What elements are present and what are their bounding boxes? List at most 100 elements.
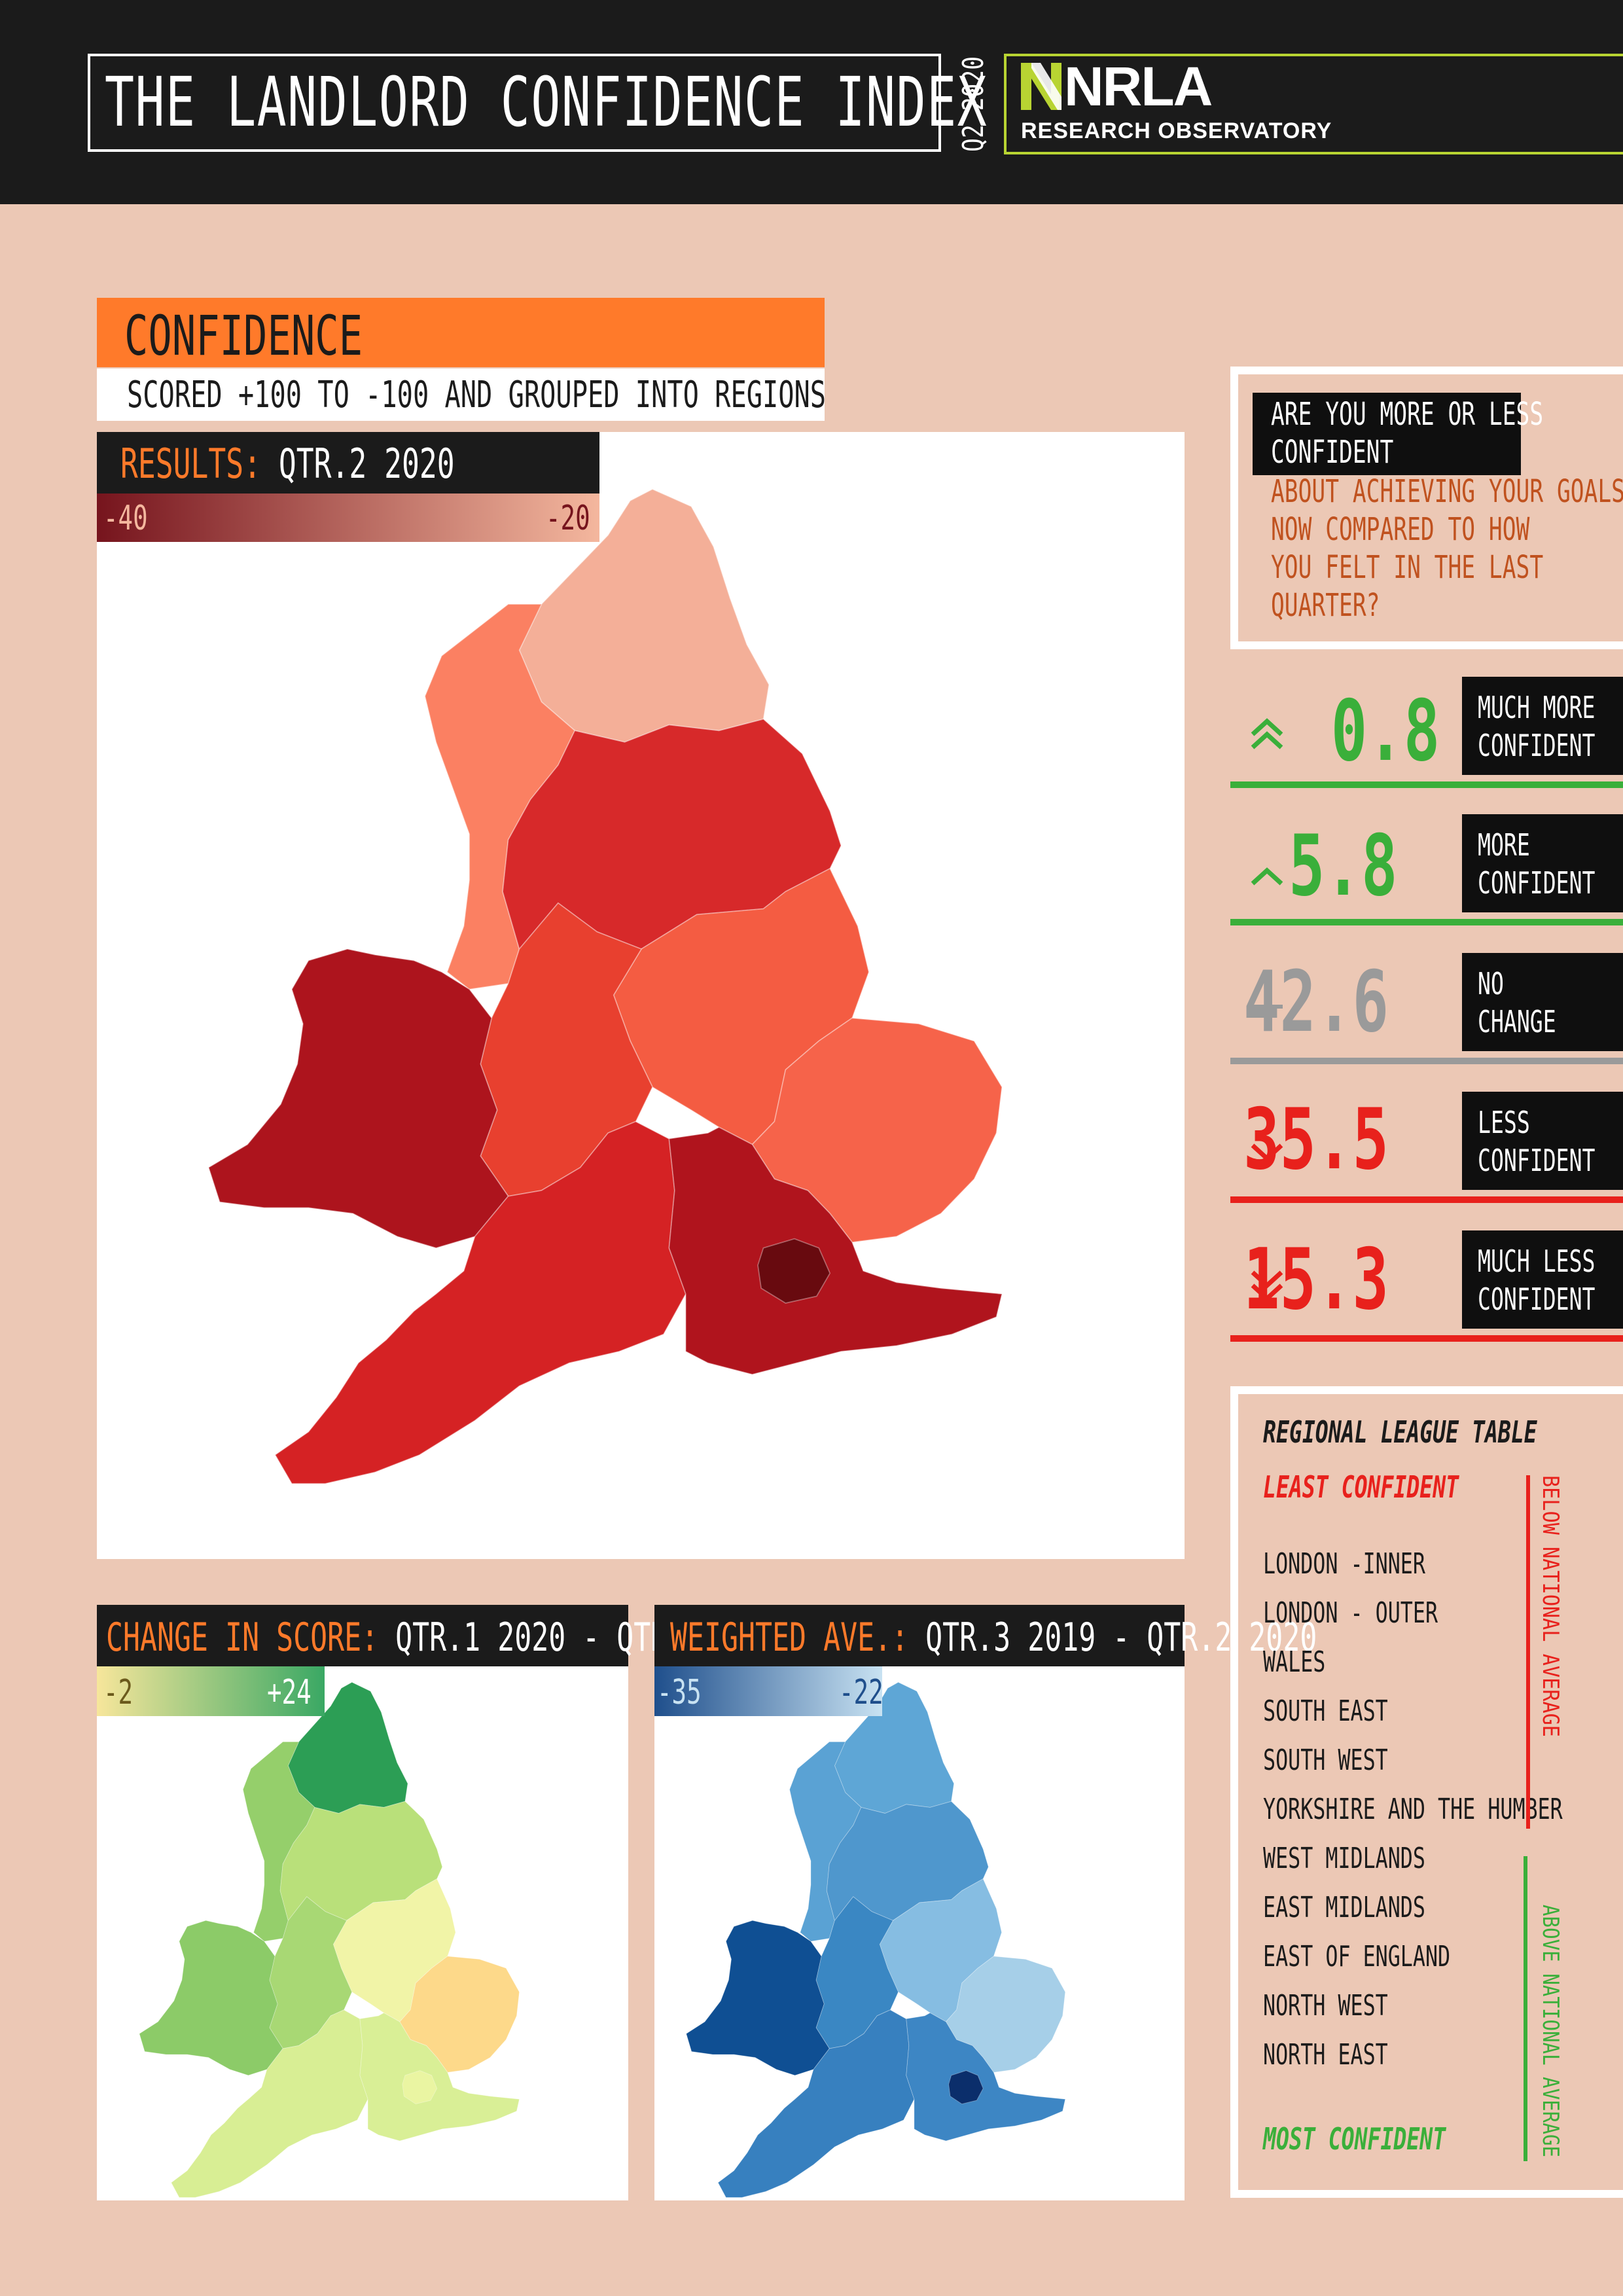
below-average-bracket: [1526, 1475, 1530, 1829]
title-frame: [88, 54, 941, 152]
league-region: LONDON -INNER: [1263, 1547, 1425, 1581]
change-map-panel: [97, 1605, 628, 2200]
change-legend-low: -2: [103, 1673, 134, 1712]
weighted-label: WEIGHTED AVE.: QTR.3 2019 - QTR.2 2020: [670, 1615, 1317, 1660]
stat-label-box: [1462, 953, 1623, 1051]
change-legend-gradient: [97, 1666, 325, 1716]
stat-value-much-less: 15.3: [1243, 1231, 1389, 1329]
confidence-banner: [97, 298, 825, 367]
quarter-label: Q2 2020: [957, 56, 990, 152]
region-london: [948, 2070, 984, 2105]
region-london: [402, 2070, 438, 2105]
results-label: RESULTS: QTR.2 2020: [120, 440, 455, 488]
stat-label-box: [1462, 1092, 1623, 1190]
stat-underline: [1230, 1196, 1623, 1203]
chevron-up-icon: [1251, 867, 1283, 886]
logo-name: NRLA: [1064, 56, 1213, 117]
stat-value-much-more: 0.8: [1330, 683, 1440, 780]
region-wales: [686, 1920, 830, 2076]
header-bar: [0, 0, 1623, 204]
stat-label: MUCH MORE: [1478, 690, 1596, 725]
stat-label: LESS: [1478, 1105, 1530, 1140]
logo-frame: [1004, 54, 1623, 154]
results-legend-gradient: [97, 493, 599, 542]
question-box: [1230, 367, 1623, 649]
most-confident-label: MOST CONFIDENT: [1263, 2121, 1446, 2157]
results-legend-high: -20: [546, 499, 590, 538]
region-east-of-england: [945, 1956, 1066, 2073]
weighted-label-bar: [654, 1605, 1185, 1666]
weighted-legend-gradient: [654, 1666, 882, 1716]
weighted-legend-high: -22: [839, 1673, 883, 1712]
league-region: WEST MIDLANDS: [1263, 1842, 1425, 1875]
weighted-map: [686, 1681, 1066, 2198]
confidence-subtitle-bar: [97, 368, 825, 421]
results-label-bar: [97, 432, 599, 493]
league-table-box: [1230, 1386, 1623, 2198]
question-line: YOU FELT IN THE LAST: [1271, 549, 1544, 586]
region-south-west: [274, 1121, 687, 1484]
region-london: [757, 1238, 831, 1304]
stat-value-less: 35.5: [1243, 1091, 1389, 1189]
question-highlight: [1253, 393, 1521, 475]
stat-label: CONFIDENT: [1478, 1143, 1596, 1178]
svg-text:BELOW NATIONAL AVERAGE: BELOW NATIONAL AVERAGE: [1537, 1475, 1563, 1737]
region-east-of-england: [751, 1017, 1003, 1243]
logo-subtitle: RESEARCH OBSERVATORY: [1021, 118, 1332, 143]
stat-underline: [1230, 781, 1623, 788]
question-line: NOW COMPARED TO HOW: [1271, 511, 1530, 548]
league-region: NORTH EAST: [1263, 2038, 1388, 2072]
question-line: ARE YOU MORE OR LESS: [1271, 396, 1544, 433]
above-average-label: ABOVE NATIONAL AVERAGE: [1537, 1905, 1563, 2157]
region-wales: [139, 1920, 283, 2076]
league-region: LONDON - OUTER: [1263, 1596, 1438, 1630]
league-title: REGIONAL LEAGUE TABLE: [1263, 1414, 1537, 1450]
below-average-label: BELOW NATIONAL AVERAGE: [1537, 1475, 1563, 1737]
question-line: ABOUT ACHIEVING YOUR GOALS: [1271, 473, 1623, 510]
stat-label-box: [1462, 814, 1623, 912]
stat-label: CONFIDENT: [1478, 728, 1596, 763]
results-map: [207, 488, 1003, 1484]
stat-underline: [1230, 1058, 1623, 1064]
nrla-logo-icon: [1021, 63, 1061, 110]
league-region: WALES: [1263, 1645, 1326, 1679]
weighted-legend-low: -35: [657, 1673, 702, 1712]
stat-label: CHANGE: [1478, 1004, 1556, 1039]
region-south-west: [171, 2009, 368, 2198]
stat-label: NO: [1478, 966, 1504, 1001]
stat-label: MORE: [1478, 827, 1530, 863]
league-region: SOUTH EAST: [1263, 1695, 1388, 1728]
svg-text:Q2 2020: Q2 2020: [957, 56, 990, 152]
stat-underline: [1230, 919, 1623, 925]
svg-text:ABOVE NATIONAL AVERAGE: ABOVE NATIONAL AVERAGE: [1537, 1905, 1563, 2157]
league-region: EAST MIDLANDS: [1263, 1891, 1425, 1924]
page-title: THE LANDLORD CONFIDENCE INDEX: [105, 62, 988, 142]
double-chevron-up-icon: [1251, 718, 1283, 749]
confidence-title: CONFIDENCE: [124, 304, 363, 368]
stat-label-box: [1462, 677, 1623, 775]
question-line: CONFIDENT: [1271, 434, 1394, 471]
above-average-bracket: [1524, 1856, 1527, 2161]
chevron-down-icon: [1251, 1143, 1283, 1162]
change-legend-high: +24: [267, 1673, 312, 1712]
least-confident-label: LEAST CONFIDENT: [1263, 1469, 1459, 1505]
stat-underline: [1230, 1335, 1623, 1342]
stat-label: CONFIDENT: [1478, 865, 1596, 901]
region-south-west: [717, 2009, 915, 2198]
league-region: YORKSHIRE AND THE HUMBER: [1263, 1793, 1563, 1826]
results-map-panel: [97, 432, 1185, 1559]
stat-value-more: 5.8: [1288, 817, 1398, 915]
change-map: [139, 1681, 520, 2198]
stat-label: CONFIDENT: [1478, 1282, 1596, 1317]
question-line: QUARTER?: [1271, 587, 1380, 624]
stat-label: MUCH LESS: [1478, 1244, 1596, 1279]
league-region: SOUTH WEST: [1263, 1744, 1388, 1777]
confidence-subtitle: SCORED +100 TO -100 AND GROUPED INTO REG…: [127, 374, 827, 416]
dash-icon: [1251, 1005, 1283, 1009]
stat-value-no-change: 42.6: [1243, 954, 1389, 1051]
double-chevron-down-icon: [1251, 1270, 1283, 1302]
region-wales: [207, 948, 509, 1249]
results-legend-low: -40: [103, 499, 148, 538]
league-region: EAST OF ENGLAND: [1263, 1940, 1451, 1973]
stat-label-box: [1462, 1230, 1623, 1329]
